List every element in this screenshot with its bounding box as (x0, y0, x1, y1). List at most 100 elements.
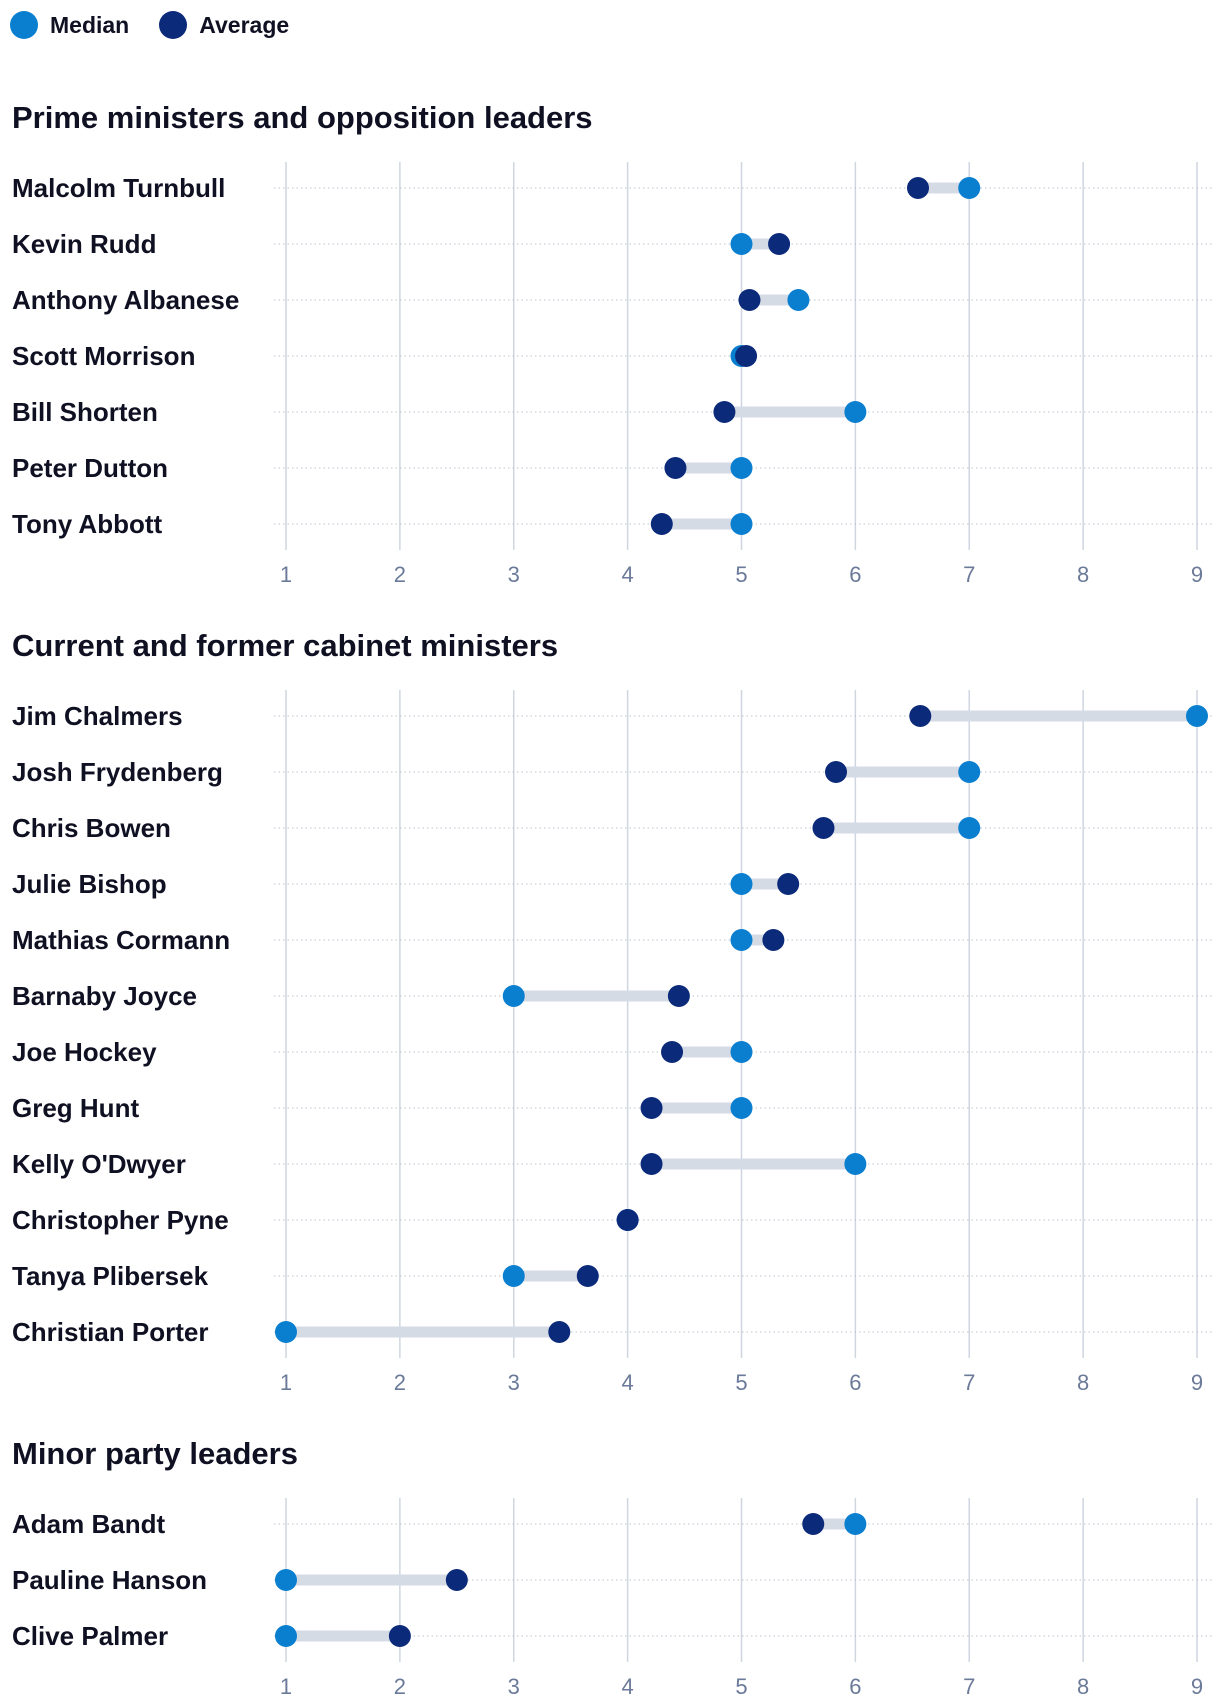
row-label: Kelly O'Dwyer (12, 1149, 186, 1179)
median-point (730, 1041, 753, 1063)
row-label: Scott Morrison (12, 341, 195, 371)
median-point (787, 289, 810, 311)
average-point (640, 1153, 663, 1175)
median-point (275, 1625, 297, 1647)
dumbbell-chart-cabinet-ministers: Jim Chalmers Josh Frydenberg Chris Bowen Ju… (12, 690, 1212, 1395)
row-label: Jim Chalmers (12, 701, 183, 731)
legend-label-average: Average (199, 11, 290, 38)
average-point (667, 985, 690, 1007)
median-point (958, 761, 981, 783)
panel-title: Current and former cabinet ministers (12, 628, 559, 663)
median-point (730, 1097, 753, 1119)
row-label: Tony Abbott (12, 509, 163, 539)
row-label: Tanya Plibersek (12, 1261, 209, 1291)
average-point (738, 289, 761, 311)
x-tick-label: 3 (508, 1674, 520, 1699)
average-point (735, 345, 758, 367)
average-point (388, 1625, 411, 1647)
legend-label-median: Median (50, 11, 130, 38)
average-point (909, 705, 932, 727)
x-tick-label: 6 (849, 1674, 861, 1699)
row-label: Adam Bandt (12, 1509, 165, 1539)
row-label: Malcolm Turnbull (12, 173, 225, 203)
row-label: Bill Shorten (12, 397, 158, 427)
x-tick-label: 6 (849, 562, 861, 587)
average-point (762, 929, 785, 951)
row-label: Clive Palmer (12, 1621, 168, 1651)
average-point (825, 761, 848, 783)
median-point (730, 873, 753, 895)
x-tick-label: 2 (394, 562, 406, 587)
x-tick-label: 3 (508, 562, 520, 587)
average-point (576, 1265, 599, 1287)
median-point (275, 1321, 297, 1343)
x-tick-label: 7 (963, 562, 975, 587)
median-point (730, 929, 753, 951)
panel-prime-ministers: Prime ministers and opposition leaders M… (0, 100, 1220, 600)
median-point (844, 1153, 867, 1175)
median-swatch-icon (10, 11, 38, 39)
row-label: Josh Frydenberg (12, 757, 223, 787)
average-point (445, 1569, 468, 1591)
average-point (640, 1097, 663, 1119)
row-label: Christian Porter (12, 1317, 209, 1347)
median-point (502, 985, 525, 1007)
panel-cabinet-ministers: Current and former cabinet ministers Jim… (0, 628, 1220, 1408)
dumbbell-chart-minor-party-leaders: Adam Bandt Pauline Hanson Clive Palmer 1 2 3 4… (12, 1498, 1212, 1699)
median-point (844, 401, 867, 423)
row-label: Greg Hunt (12, 1093, 139, 1123)
average-point (650, 513, 673, 535)
legend-item-average: Average (159, 11, 289, 39)
legend-item-median: Median (10, 11, 129, 39)
average-point (661, 1041, 684, 1063)
panel-title: Minor party leaders (12, 1436, 298, 1471)
x-tick-label: 1 (280, 1370, 292, 1395)
average-point (616, 1209, 639, 1231)
x-tick-label: 5 (735, 1370, 747, 1395)
x-tick-label: 8 (1077, 562, 1089, 587)
legend: Median Average (10, 10, 319, 40)
average-point (812, 817, 835, 839)
row-label: Kevin Rudd (12, 229, 156, 259)
panel-minor-party-leaders: Minor party leaders Adam Bandt Pauline Ha… (0, 1436, 1220, 1708)
median-point (730, 233, 753, 255)
average-point (907, 177, 930, 199)
median-point (275, 1569, 297, 1591)
x-tick-label: 6 (849, 1370, 861, 1395)
x-tick-label: 1 (280, 562, 292, 587)
x-tick-label: 7 (963, 1674, 975, 1699)
median-point (958, 177, 981, 199)
panel-title: Prime ministers and opposition leaders (12, 100, 593, 135)
x-tick-label: 5 (735, 562, 747, 587)
x-tick-label: 9 (1191, 562, 1203, 587)
x-tick-label: 1 (280, 1674, 292, 1699)
x-tick-label: 2 (394, 1370, 406, 1395)
x-tick-label: 4 (622, 1674, 634, 1699)
median-point (1186, 705, 1208, 727)
row-label: Anthony Albanese (12, 285, 239, 315)
x-tick-label: 8 (1077, 1674, 1089, 1699)
row-label: Pauline Hanson (12, 1565, 207, 1595)
x-tick-label: 4 (622, 562, 634, 587)
median-point (502, 1265, 525, 1287)
x-tick-label: 4 (622, 1370, 634, 1395)
x-tick-label: 5 (735, 1674, 747, 1699)
x-tick-label: 2 (394, 1674, 406, 1699)
average-point (548, 1321, 571, 1343)
average-point (802, 1513, 825, 1535)
x-tick-label: 8 (1077, 1370, 1089, 1395)
median-point (730, 513, 753, 535)
median-point (844, 1513, 867, 1535)
average-swatch-icon (159, 11, 188, 39)
x-tick-label: 9 (1191, 1674, 1203, 1699)
row-label: Joe Hockey (12, 1037, 157, 1067)
row-label: Christopher Pyne (12, 1205, 229, 1235)
median-point (730, 457, 753, 479)
median-point (958, 817, 981, 839)
average-point (713, 401, 736, 423)
dumbbell-chart-prime-ministers: Malcolm Turnbull Kevin Rudd Anthony Albane… (12, 162, 1212, 587)
x-tick-label: 3 (508, 1370, 520, 1395)
x-tick-label: 7 (963, 1370, 975, 1395)
row-label: Barnaby Joyce (12, 981, 197, 1011)
row-label: Mathias Cormann (12, 925, 230, 955)
